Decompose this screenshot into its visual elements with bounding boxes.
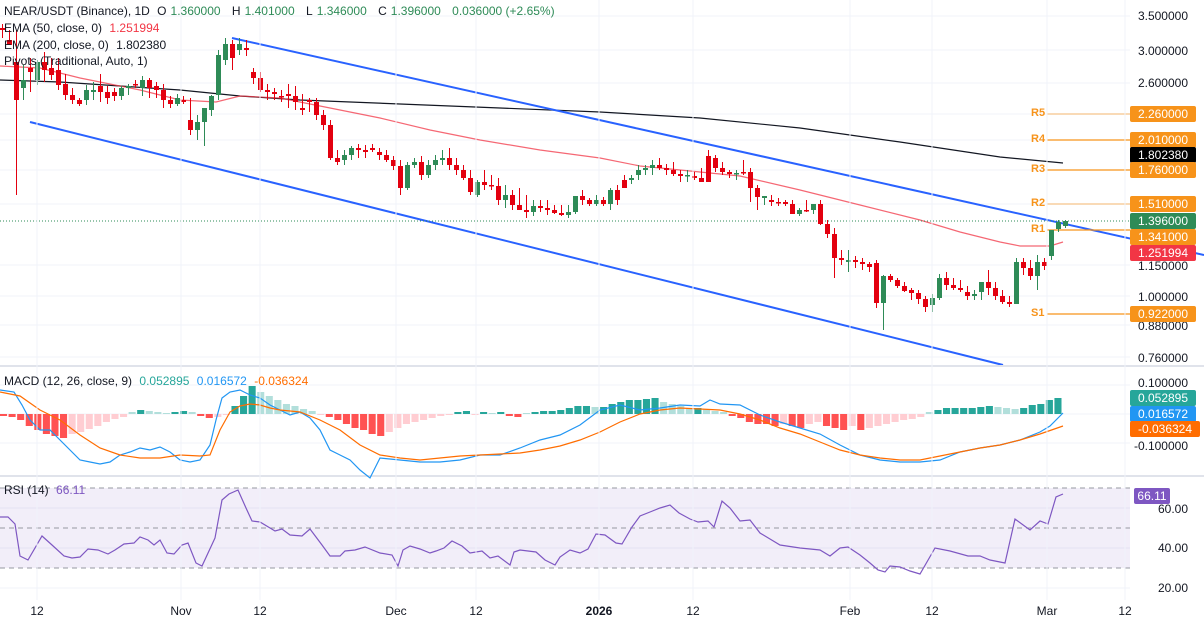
s1-price-tag: 0.922000: [1130, 306, 1196, 322]
channel-lower-line[interactable]: [29, 121, 1004, 366]
time-axis-label: 12: [1118, 604, 1132, 618]
ema200-price-tag: 1.802380: [1130, 147, 1196, 163]
pivot-r5-label: R5: [1031, 107, 1046, 119]
pivot-r3-label: R3: [1031, 163, 1046, 175]
last-price-tag: 1.396000: [1130, 213, 1196, 229]
ema200-value: 1.802380: [116, 38, 167, 52]
time-axis-label: Nov: [170, 604, 192, 618]
time-axis-label: Dec: [385, 604, 407, 618]
ema50-price-tag: 1.251994: [1130, 245, 1196, 261]
pivot-r2-label: R2: [1031, 197, 1046, 209]
pivot-r1-label: R1: [1031, 223, 1046, 235]
pivot-r4-label: R4: [1031, 133, 1046, 145]
pivot-s1-label: S1: [1031, 307, 1045, 319]
macd-label: MACD (12, 26, close, 9): [4, 374, 133, 388]
price-axis-label: 3.500000: [1137, 9, 1188, 23]
time-gridlines: [36, 0, 1126, 600]
low-label: L: [306, 4, 313, 18]
macd-axis-label: -0.100000: [1133, 439, 1188, 453]
macd-signal-tag: -0.036324: [1130, 421, 1200, 437]
high-label: H: [231, 4, 241, 18]
symbol-title: NEAR/USDT (Binance), 1D: [4, 4, 150, 18]
r3-price-tag: 1.760000: [1130, 162, 1196, 178]
macd-line: [0, 389, 1064, 479]
r1-price-tag: 1.341000: [1130, 229, 1196, 245]
macd-value: 0.016572: [196, 374, 247, 388]
rsi-axis-label: 40.00: [1157, 541, 1188, 555]
low-value: 1.346000: [316, 4, 367, 18]
macd-hist-tag: 0.052895: [1130, 390, 1196, 406]
time-axis-label: 12: [469, 604, 483, 618]
ema50-value: 1.251994: [109, 21, 160, 35]
channel-upper-line[interactable]: [231, 37, 1204, 256]
r2-price-tag: 1.510000: [1130, 196, 1196, 212]
pivots-legend[interactable]: Pivots (Traditional, Auto, 1): [4, 54, 152, 68]
ema200-line: [0, 79, 1064, 164]
price-axis-label: 1.000000: [1137, 290, 1188, 304]
candlesticks[interactable]: [0, 24, 1068, 330]
macd-line-tag: 0.016572: [1130, 406, 1196, 422]
rsi-legend[interactable]: RSI (14) 66.11: [4, 483, 89, 497]
macd-signal-value: -0.036324: [254, 374, 309, 388]
signal-line: [0, 391, 1064, 461]
ema200-label: EMA (200, close, 0): [4, 38, 109, 52]
ema50-label: EMA (50, close, 0): [4, 21, 103, 35]
high-value: 1.401000: [244, 4, 295, 18]
rsi-axis-label: 60.00: [1157, 502, 1188, 516]
price-axis-label: 0.760000: [1137, 351, 1188, 365]
time-axis-label: Feb: [839, 604, 861, 618]
ema50-legend[interactable]: EMA (50, close, 0) 1.251994: [4, 21, 163, 35]
r4-price-tag: 2.010000: [1130, 132, 1196, 148]
open-label: O: [157, 4, 167, 18]
close-label: C: [378, 4, 387, 18]
time-axis-label: 12: [30, 604, 44, 618]
time-axis-label: 12: [253, 604, 267, 618]
price-axis-label: 2.600000: [1137, 76, 1188, 90]
price-axis-label: 3.000000: [1137, 44, 1188, 58]
time-axis-label: Mar: [1036, 604, 1058, 618]
rsi-line: [0, 489, 1064, 575]
symbol-legend[interactable]: NEAR/USDT (Binance), 1D O 1.360000 H 1.401…: [4, 4, 559, 18]
price-axis-label: 0.880000: [1137, 319, 1188, 333]
change-value: 0.036000 (+2.65%): [452, 4, 555, 18]
macd-axis-label: 0.100000: [1137, 376, 1188, 390]
rsi-value-tag: 66.11: [1134, 488, 1170, 504]
r5-price-tag: 2.260000: [1130, 106, 1196, 122]
rsi-band: [0, 488, 1130, 568]
pivots-label: Pivots (Traditional, Auto, 1): [4, 54, 148, 68]
rsi-axis-label: 20.00: [1157, 581, 1188, 595]
ema50-line: [0, 65, 1064, 247]
macd-legend[interactable]: MACD (12, 26, close, 9) 0.052895 0.01657…: [4, 374, 312, 388]
time-axis-label: 12: [686, 604, 700, 618]
close-value: 1.396000: [390, 4, 441, 18]
macd-histogram: [0, 386, 1062, 438]
ema200-legend[interactable]: EMA (200, close, 0) 1.802380: [4, 38, 170, 52]
rsi-label: RSI (14): [4, 483, 49, 497]
open-value: 1.360000: [170, 4, 221, 18]
time-axis-label: 12: [925, 604, 939, 618]
price-axis-label: 1.150000: [1137, 259, 1188, 273]
macd-hist-value: 0.052895: [139, 374, 190, 388]
pivot-lines: [1047, 113, 1130, 315]
rsi-value: 66.11: [56, 483, 86, 497]
time-axis-label: 2026: [585, 604, 613, 618]
